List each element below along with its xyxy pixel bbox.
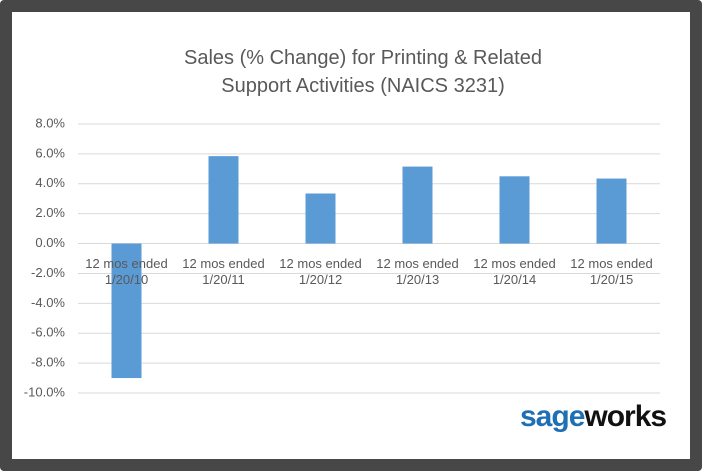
logo: sageworks	[520, 400, 667, 434]
x-tick-label: 12 mos ended 1/20/12	[279, 255, 362, 287]
x-tick-label: 12 mos ended 1/20/10	[85, 255, 168, 287]
y-tick-label: 6.0%	[35, 145, 65, 160]
y-tick-label: -2.0%	[31, 265, 65, 280]
y-tick-label: 0.0%	[35, 235, 65, 250]
y-tick-label: -6.0%	[31, 325, 65, 340]
x-tick-label: 12 mos ended 1/20/14	[473, 255, 556, 287]
x-tick-label: 12 mos ended 1/20/15	[570, 255, 653, 287]
x-tick-label: 12 mos ended 1/20/13	[376, 255, 459, 287]
y-tick-label: 4.0%	[35, 175, 65, 190]
logo-part: sage	[520, 400, 585, 433]
y-tick-label: 8.0%	[35, 115, 65, 130]
y-tick-label: -8.0%	[31, 355, 65, 370]
chart-title: Sales (% Change) for Printing & Related …	[184, 47, 542, 97]
y-tick-label: 2.0%	[35, 205, 65, 220]
y-tick-label: -10.0%	[24, 384, 66, 399]
bar	[596, 178, 627, 244]
bar	[402, 166, 433, 244]
logo-part: works	[584, 400, 667, 433]
x-tick-label: 12 mos ended 1/20/11	[182, 255, 265, 287]
y-tick-label: -4.0%	[31, 295, 65, 310]
bar	[305, 193, 336, 244]
bar	[499, 176, 530, 244]
bar	[111, 243, 142, 379]
bar	[208, 156, 239, 244]
